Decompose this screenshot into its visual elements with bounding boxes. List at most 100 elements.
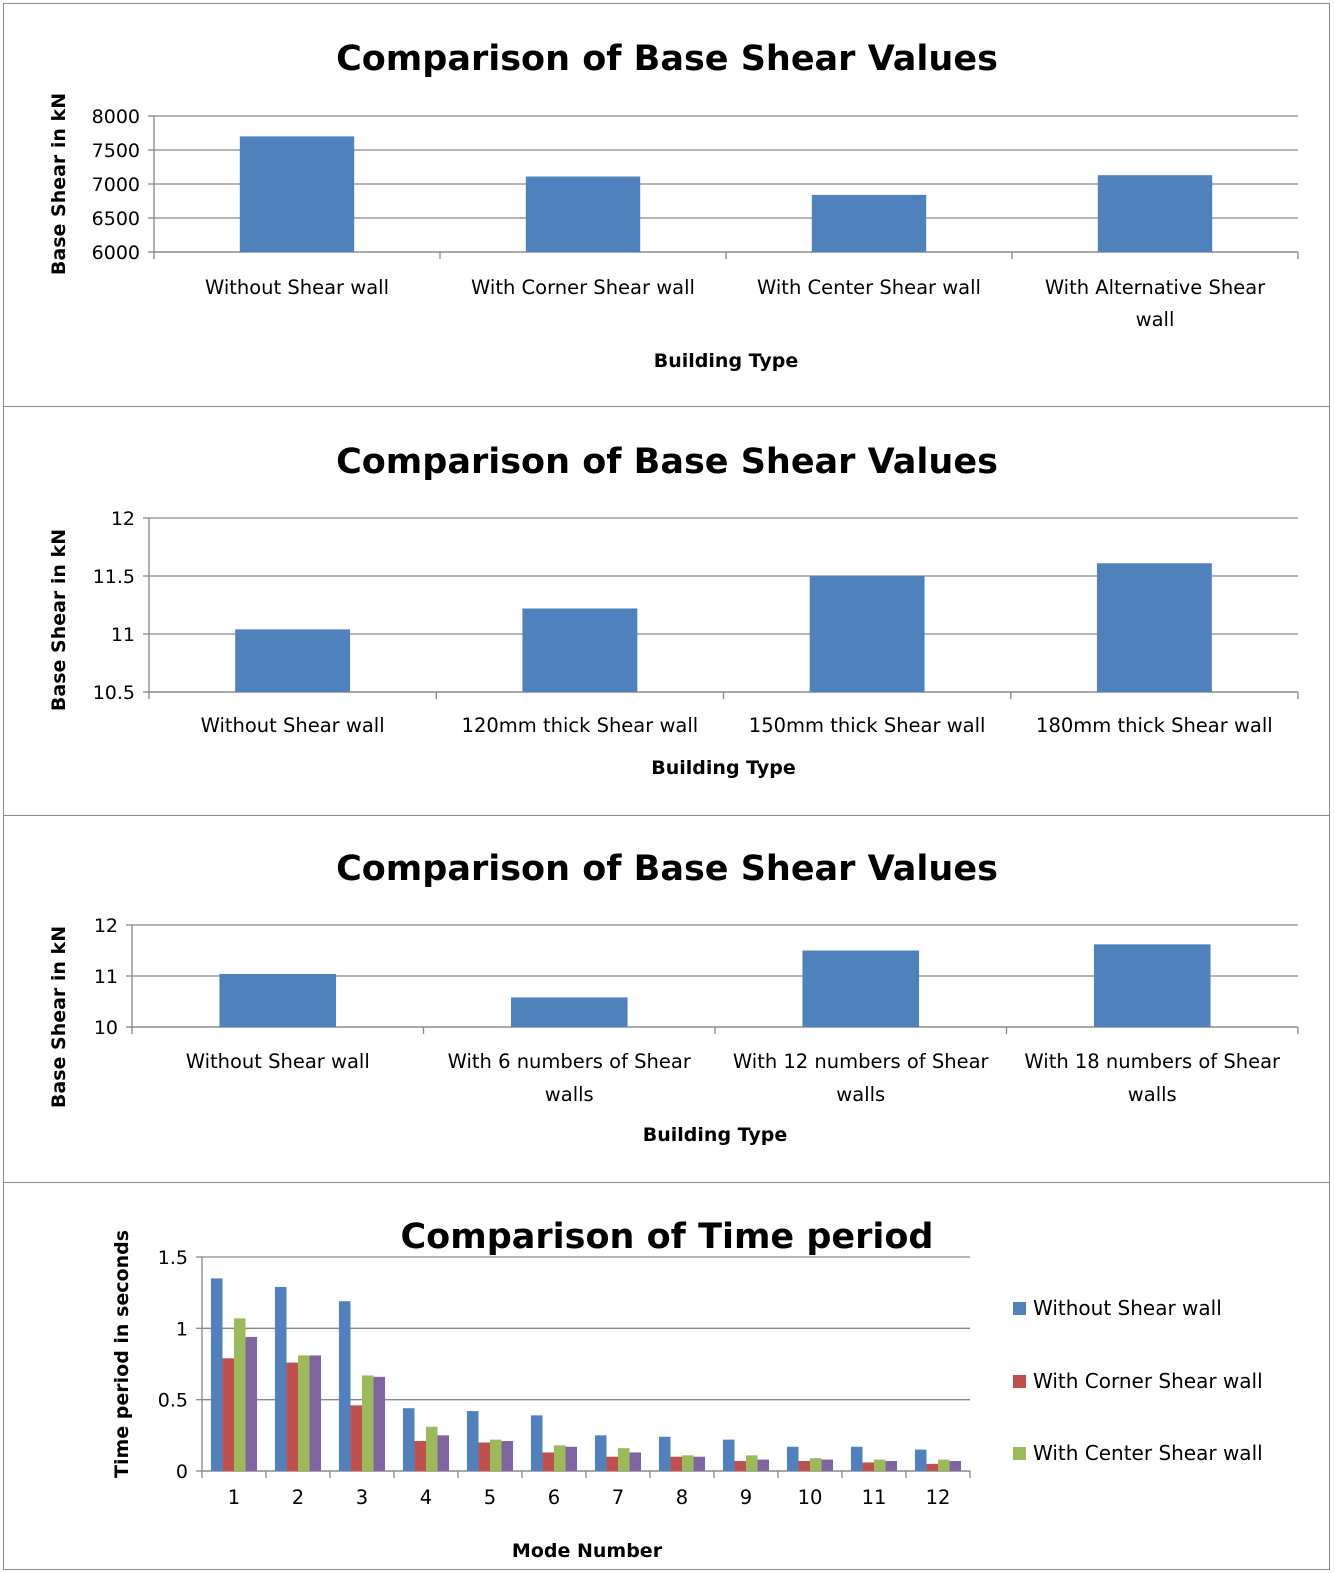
y-tick-label: 0 (176, 1461, 188, 1483)
bar-s2-2 (286, 1362, 298, 1471)
chart-title: Comparison of Base Shear Values (336, 39, 998, 79)
bar-s2-1 (222, 1358, 234, 1471)
bar-s2-7 (606, 1456, 618, 1471)
bar-s1-10 (786, 1446, 799, 1471)
bar-s4-1 (245, 1336, 258, 1471)
x-tick-label: With Corner Shear wall (471, 276, 695, 299)
bar-s3-3 (362, 1375, 374, 1471)
chart-1-svg: Comparison of Base Shear Values 6000 6500 7… (48, 39, 1299, 372)
bar-s4-2 (309, 1355, 322, 1471)
y-tick-label: 0.5 (158, 1390, 188, 1412)
legend-label: With Corner Shear wall (1033, 1369, 1263, 1393)
chart-2-svg: Comparison of Base Shear Values 10.5 11 11.… (48, 442, 1299, 779)
y-tick-label: 6500 (92, 208, 140, 230)
chart-title: Comparison of Base Shear Values (336, 849, 998, 889)
bar-s4-8 (693, 1456, 706, 1471)
bar-s4-6 (565, 1446, 578, 1471)
legend-swatch (1013, 1375, 1026, 1388)
y-tick-label: 12 (94, 915, 118, 937)
y-axis-label: Base Shear in kN (48, 93, 70, 275)
y-tick-label: 10.5 (93, 682, 135, 704)
bar-s1-9 (722, 1439, 735, 1471)
chart-title: Comparison of Time period (401, 1217, 934, 1257)
x-tick-label: Without Shear wall (205, 276, 389, 299)
bar-s4-11 (885, 1461, 898, 1471)
bar-1 (235, 629, 351, 692)
x-tick-label: walls (1128, 1083, 1177, 1106)
bar-s1-3 (338, 1301, 351, 1471)
bar-2 (510, 997, 628, 1027)
bar-s1-12 (914, 1449, 927, 1471)
legend-label: Without Shear wall (1033, 1296, 1222, 1320)
bar-2 (522, 608, 638, 692)
x-tick-label: 4 (420, 1486, 432, 1509)
legend-swatch (1013, 1447, 1026, 1460)
x-tick-label: 150mm thick Shear wall (749, 714, 986, 737)
bar-s4-3 (373, 1376, 386, 1471)
x-tick-label: 12 (926, 1486, 951, 1509)
bar-1 (239, 136, 355, 252)
x-tick-label: walls (836, 1083, 885, 1106)
bar-s3-4 (426, 1426, 438, 1471)
x-tick-label: Without Shear wall (201, 714, 385, 737)
x-tick-label: 11 (862, 1486, 887, 1509)
y-axis-label: Time period in seconds (111, 1230, 133, 1478)
x-tick-label: 3 (356, 1486, 368, 1509)
bar-s1-8 (658, 1436, 671, 1471)
bar-s1-2 (274, 1286, 287, 1471)
bar-s3-1 (234, 1318, 246, 1471)
x-axis-label: Mode Number (512, 1540, 663, 1562)
y-tick-label: 7500 (92, 140, 140, 162)
x-axis-label: Building Type (643, 1124, 787, 1146)
bar-s4-7 (629, 1452, 642, 1471)
y-tick-label: 7000 (92, 174, 140, 196)
bar-s1-11 (850, 1446, 863, 1471)
bar-s2-6 (542, 1452, 554, 1471)
bar-s1-4 (402, 1408, 415, 1471)
chart-panel-2: Comparison of Base Shear Values 10.5 11 11.… (3, 406, 1330, 817)
x-tick-label: Without Shear wall (186, 1050, 370, 1073)
bar-s3-12 (938, 1459, 950, 1471)
y-tick-label: 1.5 (158, 1247, 188, 1269)
y-tick-label: 1 (176, 1318, 188, 1340)
bar-s2-4 (414, 1441, 426, 1471)
legend-swatch (1013, 1302, 1026, 1315)
y-axis-label: Base Shear in kN (48, 926, 70, 1108)
chart-panel-3: Comparison of Base Shear Values 10 11 12 Wit… (3, 815, 1330, 1184)
x-tick-label: 5 (484, 1486, 496, 1509)
x-tick-label: 6 (548, 1486, 560, 1509)
x-tick-label: 8 (676, 1486, 688, 1509)
bar-s2-8 (670, 1456, 682, 1471)
y-axis-label: Base Shear in kN (48, 529, 70, 711)
bar-4 (1093, 944, 1211, 1027)
bar-s2-11 (862, 1462, 874, 1471)
bar-1 (219, 973, 337, 1027)
bar-3 (811, 194, 927, 252)
bar-s1-1 (210, 1278, 223, 1471)
x-tick-label: 2 (292, 1486, 304, 1509)
y-tick-label: 10 (94, 1017, 118, 1039)
bar-3 (802, 950, 920, 1027)
x-tick-label: 1 (228, 1486, 240, 1509)
bar-s3-10 (810, 1458, 822, 1471)
bar-s4-4 (437, 1435, 450, 1471)
x-tick-label: 7 (612, 1486, 624, 1509)
y-tick-label: 11 (111, 624, 135, 646)
bar-s3-11 (874, 1459, 886, 1471)
x-tick-label: With 12 numbers of Shear (733, 1050, 990, 1073)
bar-3 (809, 576, 925, 692)
bar-s3-9 (746, 1455, 758, 1471)
bar-s3-6 (554, 1445, 566, 1471)
chart-title: Comparison of Base Shear Values (336, 442, 998, 482)
bar-s2-5 (478, 1442, 490, 1471)
x-tick-label: 9 (740, 1486, 752, 1509)
y-tick-label: 11.5 (93, 566, 135, 588)
legend-label: With Center Shear wall (1033, 1441, 1263, 1465)
bar-4 (1097, 175, 1213, 252)
x-axis-label: Building Type (654, 350, 798, 372)
bar-s1-5 (466, 1411, 479, 1471)
y-tick-label: 11 (94, 966, 118, 988)
chart-3-svg: Comparison of Base Shear Values 10 11 12 Wit… (48, 849, 1299, 1146)
x-tick-label: wall (1136, 308, 1175, 331)
x-tick-label: With Center Shear wall (757, 276, 981, 299)
